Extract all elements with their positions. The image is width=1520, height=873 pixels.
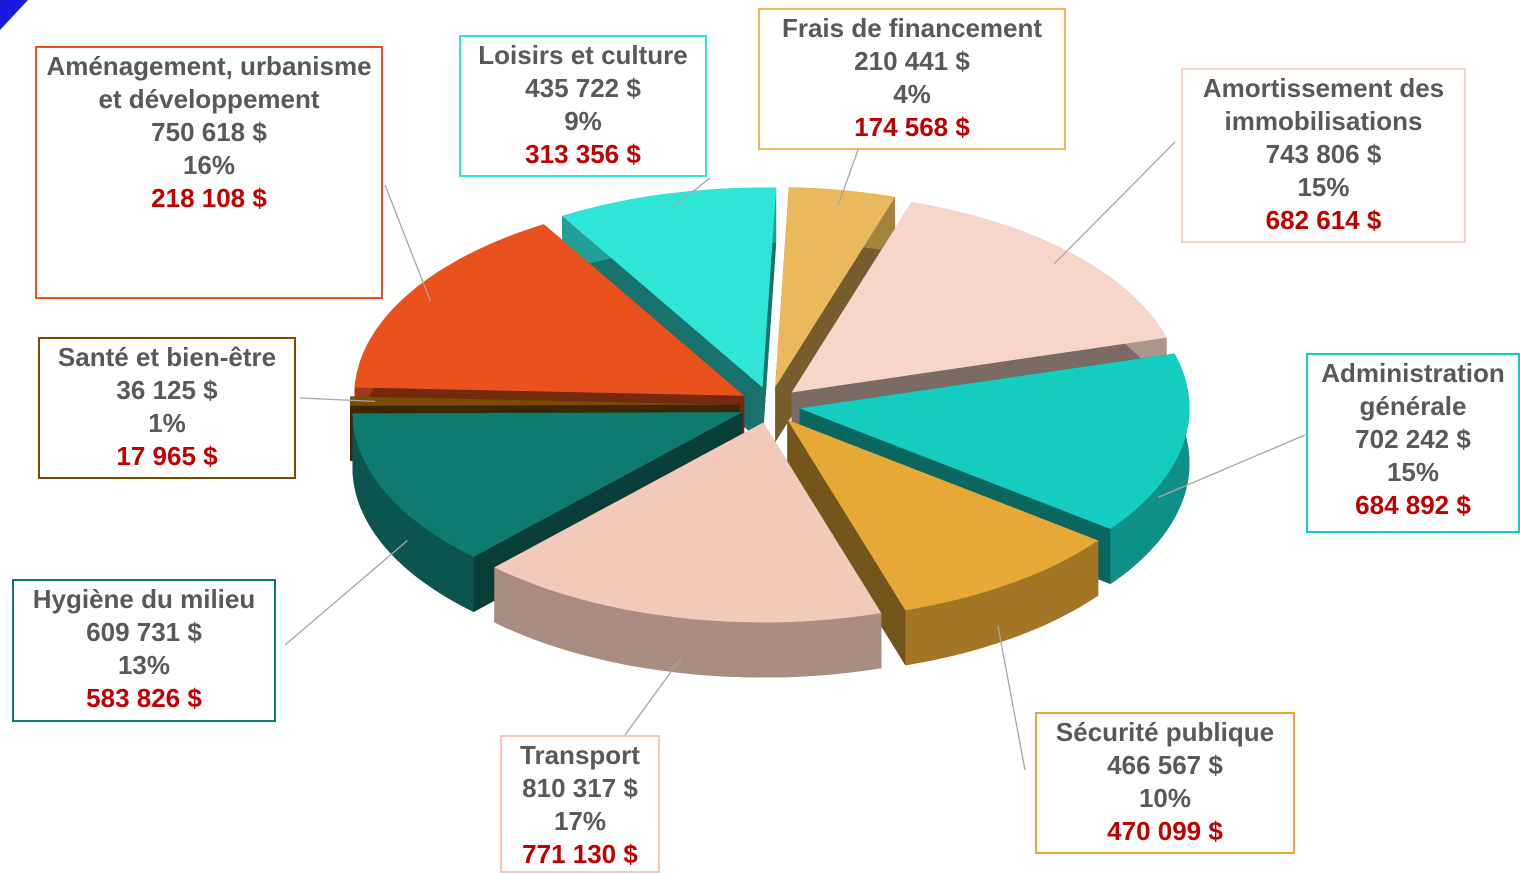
leader-line <box>299 397 376 403</box>
label-line: 4% <box>893 79 931 109</box>
data-label: Frais de financement 210 441 $4% 174 568 $ <box>758 8 1066 150</box>
leader-line <box>1157 434 1306 498</box>
label-line: Hygiène du milieu <box>32 584 256 614</box>
label-value-2: 218 108 $ <box>151 183 267 213</box>
label-line: 435 722 $ <box>525 73 641 103</box>
leader-line <box>1053 141 1176 265</box>
label-line: 466 567 $ <box>1107 750 1223 780</box>
label-line: Amortissement des immobilisations <box>1202 73 1445 136</box>
slice <box>562 187 777 388</box>
leader-line <box>670 177 711 209</box>
leader-line <box>384 184 432 302</box>
label-line: Transport <box>520 740 640 770</box>
slice-rim <box>494 567 882 678</box>
data-label: Hygiène du milieu 609 731 $13% 583 826 $ <box>12 579 276 722</box>
label-line: Loisirs et culture <box>478 40 688 70</box>
slice <box>775 187 896 388</box>
leader-line <box>837 149 859 206</box>
label-line: 15% <box>1297 172 1350 202</box>
label-value-2: 17 965 $ <box>116 441 218 471</box>
slice-rim <box>905 540 1099 666</box>
leader-line <box>997 625 1026 771</box>
label-line: 13% <box>117 650 171 680</box>
data-label: Sécurité publique 466 567 $10% 470 099 $ <box>1035 712 1295 854</box>
slice <box>350 396 741 406</box>
label-line: Santé et bien-être <box>57 342 277 372</box>
label-line: 609 731 $ <box>86 617 202 647</box>
label-line: 10% <box>1138 783 1192 813</box>
data-label: Loisirs et culture 435 722 $9% 313 356 $ <box>459 35 707 177</box>
label-line: 210 441 $ <box>854 46 970 76</box>
corner-mark <box>0 0 28 30</box>
data-label: Aménagement, urbanisme et développement 7… <box>35 46 383 299</box>
slice-wall <box>787 419 906 666</box>
label-line: Aménagement, urbanisme et développement <box>46 51 372 114</box>
label-line: Frais de financement <box>781 13 1043 43</box>
label-value-2: 174 568 $ <box>854 112 970 142</box>
slice-wall <box>762 187 777 443</box>
slice <box>352 412 743 557</box>
slice <box>791 202 1167 393</box>
data-label: Transport 810 317 $17% 771 130 $ <box>500 735 660 873</box>
label-line: 36 125 $ <box>116 375 218 405</box>
data-label: Santé et bien-être 36 125 $1% 17 965 $ <box>38 337 296 479</box>
label-line: Sécurité publique <box>1055 717 1275 747</box>
slice-rim <box>352 413 474 612</box>
label-value-2: 682 614 $ <box>1265 205 1382 235</box>
slice-rim <box>1110 353 1190 585</box>
label-line: 16% <box>182 150 236 180</box>
leader-line <box>284 540 408 646</box>
label-value-2: 470 099 $ <box>1107 816 1223 846</box>
label-line: 15% <box>1386 457 1440 487</box>
label-line: 17% <box>553 806 607 836</box>
label-line: 702 242 $ <box>1355 424 1471 454</box>
label-value-2: 684 892 $ <box>1355 490 1471 520</box>
label-line: 9% <box>564 106 602 136</box>
slice <box>799 353 1190 530</box>
label-value-2: 313 356 $ <box>525 139 641 169</box>
data-label: Administration générale 702 242 $15% 684 8… <box>1306 353 1520 533</box>
label-line: 1% <box>148 408 186 438</box>
leader-line <box>624 657 682 736</box>
slice <box>494 422 882 623</box>
label-line: Administration générale <box>1321 358 1505 421</box>
label-line: 810 317 $ <box>522 773 638 803</box>
label-line: 750 618 $ <box>151 117 267 147</box>
slice <box>354 224 745 396</box>
label-value-2: 771 130 $ <box>522 839 638 869</box>
label-value-2: 583 826 $ <box>86 683 202 713</box>
data-label: Amortissement des immobilisations 743 806… <box>1181 68 1466 243</box>
slices <box>350 187 1190 678</box>
slice <box>787 419 1099 611</box>
label-line: 743 806 $ <box>1265 139 1382 169</box>
